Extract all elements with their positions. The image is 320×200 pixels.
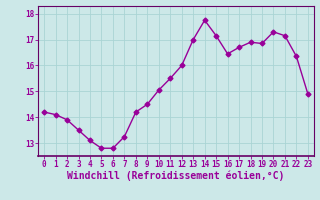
X-axis label: Windchill (Refroidissement éolien,°C): Windchill (Refroidissement éolien,°C): [67, 171, 285, 181]
